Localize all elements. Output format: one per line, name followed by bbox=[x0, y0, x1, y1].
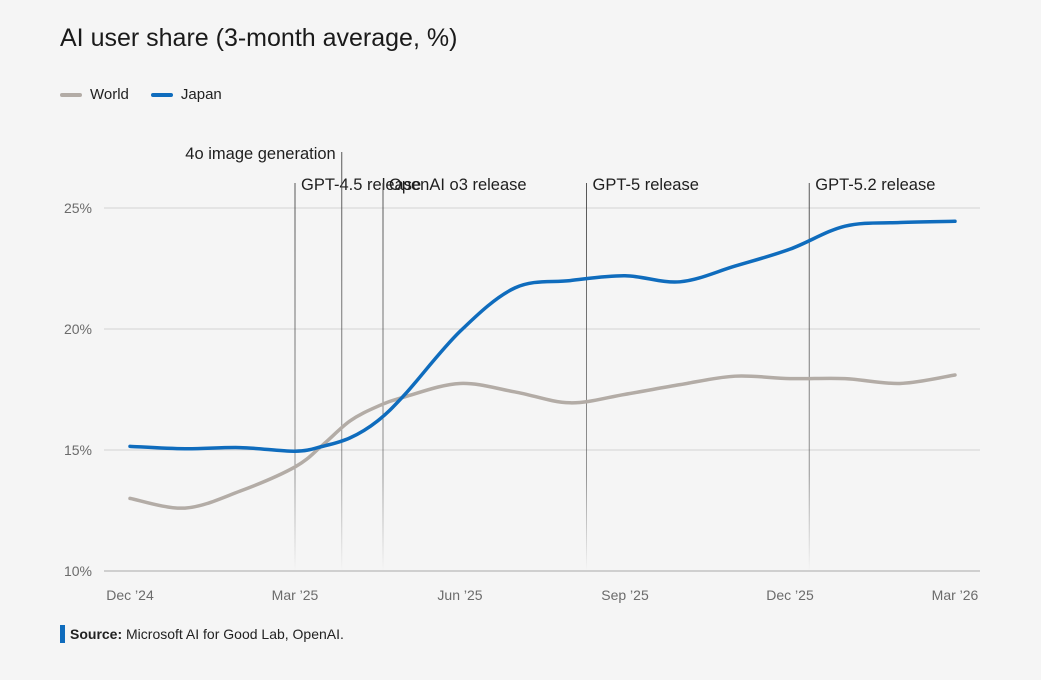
series-line-world bbox=[128, 373, 957, 510]
source-note: Source: Microsoft AI for Good Lab, OpenA… bbox=[60, 625, 344, 643]
series-line-japan bbox=[128, 219, 957, 453]
y-tick-label: 20% bbox=[64, 321, 92, 337]
chart-title: AI user share (3-month average, %) bbox=[60, 24, 458, 52]
annotation-label: GPT-5 release bbox=[593, 176, 699, 194]
y-tick-label: 25% bbox=[64, 200, 92, 216]
x-tick-label: Mar ’26 bbox=[932, 587, 979, 603]
legend: World Japan bbox=[60, 86, 222, 103]
annotation-label: 4o image generation bbox=[185, 145, 335, 163]
x-tick-label: Dec ’24 bbox=[106, 587, 154, 603]
y-tick-label: 10% bbox=[64, 563, 92, 579]
x-tick-label: Dec ’25 bbox=[766, 587, 814, 603]
annotation-line bbox=[294, 183, 296, 571]
x-tick-label: Jun ’25 bbox=[437, 587, 482, 603]
annotation-line bbox=[341, 152, 343, 571]
y-tick-label: 15% bbox=[64, 442, 92, 458]
x-tick-label: Sep ’25 bbox=[601, 587, 649, 603]
annotation-label: GPT-4.5 release bbox=[301, 176, 421, 194]
source-text: Microsoft AI for Good Lab, OpenAI. bbox=[126, 626, 344, 642]
annotation-line bbox=[586, 183, 587, 571]
legend-swatch-japan bbox=[150, 92, 173, 97]
legend-swatch-world bbox=[60, 92, 82, 97]
legend-label-japan: Japan bbox=[180, 86, 222, 103]
annotation-line bbox=[382, 183, 384, 571]
source-label: Source: bbox=[70, 626, 123, 642]
legend-item-world[interactable]: World bbox=[60, 86, 129, 103]
legend-label-world: World bbox=[90, 86, 129, 103]
annotation-label: GPT-5.2 release bbox=[815, 176, 935, 194]
x-tick-label: Mar ’25 bbox=[272, 587, 319, 603]
annotation-label: OpenAI o3 release bbox=[389, 176, 527, 194]
legend-item-japan[interactable]: Japan bbox=[150, 86, 222, 103]
